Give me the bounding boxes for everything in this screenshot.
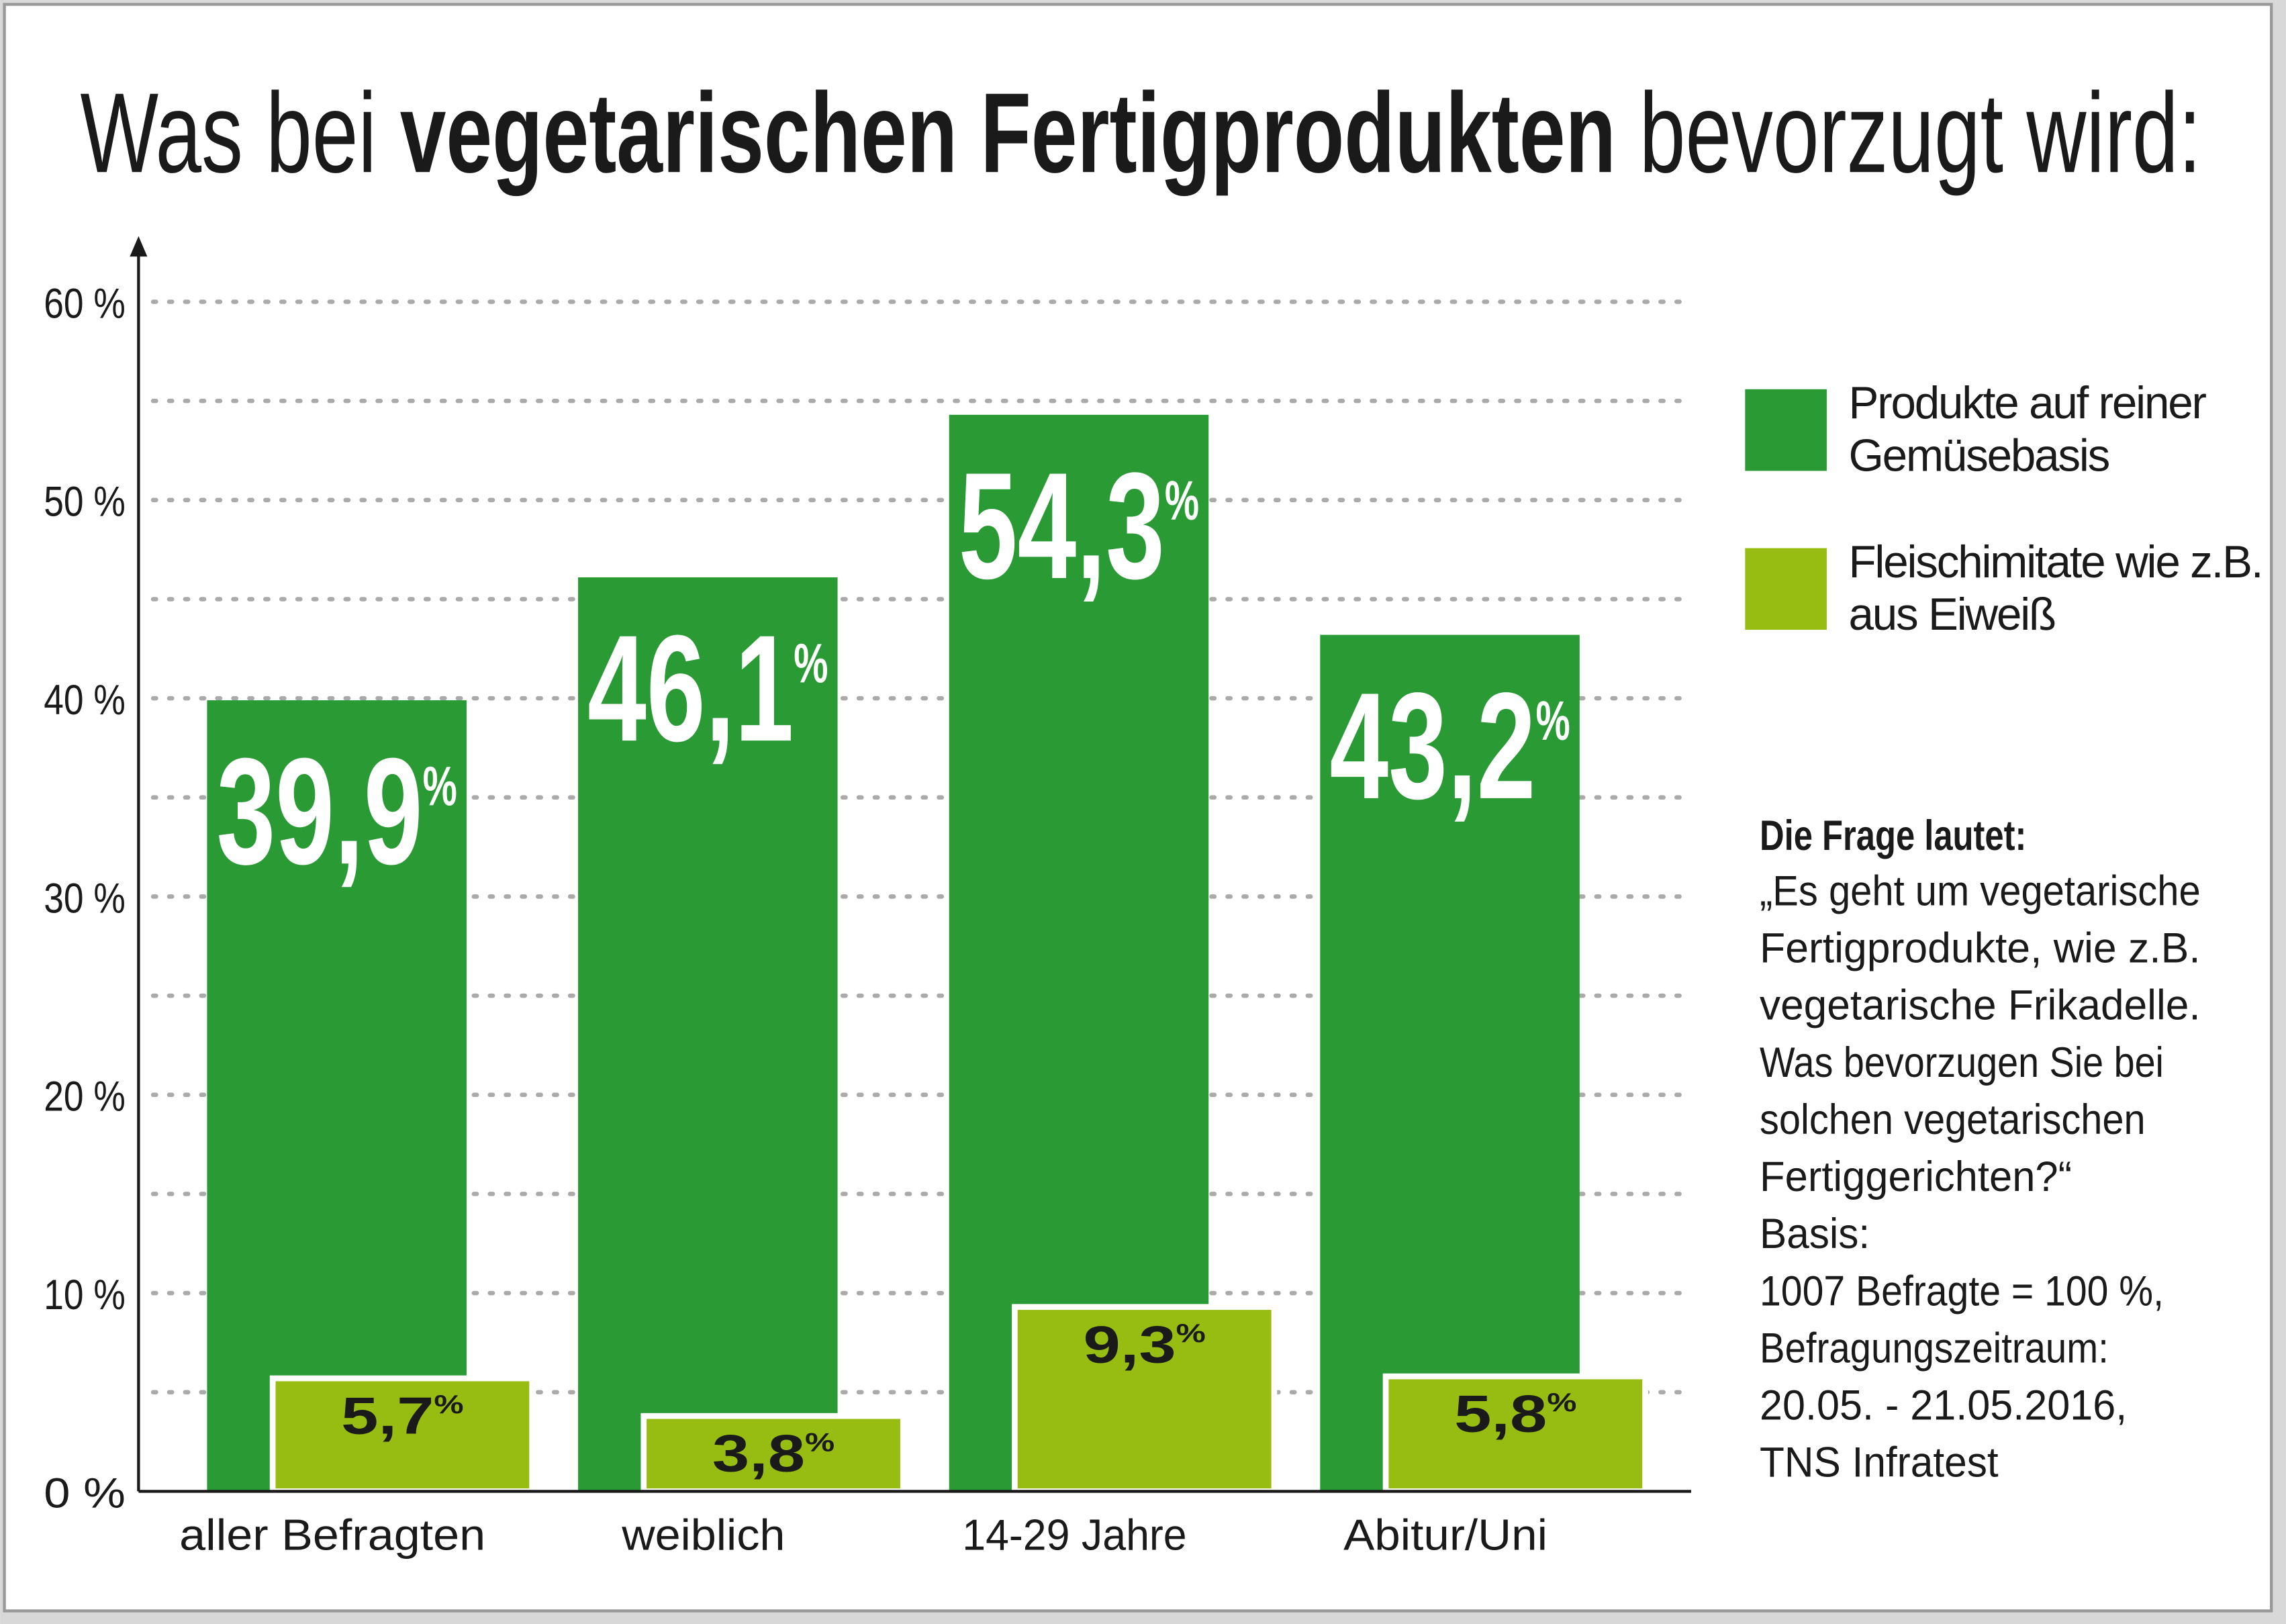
legend-label-box: Produkte auf reiner Gemüsebasis [1848,377,2206,481]
legend-label: Fleischimitate wie z.B. aus Eiweiß [1848,536,2263,640]
value-label: 5,8% [1454,1384,1576,1443]
x-tick-label: aller Befragten [179,1510,485,1559]
legend-swatch [1745,548,1827,630]
x-tick-label: 14-29 Jahre [962,1510,1186,1559]
note-line: 1007 Befragte = 100 %, [1760,1268,2164,1315]
y-tick-label: 10 % [44,1272,126,1319]
note-line: Befragungszeitraum: [1760,1325,2109,1372]
value-label: 39,9% [217,726,457,896]
value-label: 43,2% [1329,661,1570,830]
x-tick-label: Abitur/Uni [1343,1510,1547,1559]
note-line: Fertiggerichten?“ [1760,1153,2072,1200]
note-line: Basis: [1760,1210,1870,1257]
note-line: TNS Infratest [1760,1439,1999,1486]
title-part: vegetarischen Fertigprodukten [400,69,1616,196]
value-label: 3,8% [712,1424,835,1483]
legend-swatch [1745,389,1827,471]
bar [1382,1373,1648,1494]
note-line: vegetarische Frikadelle. [1760,982,2201,1029]
value-label: 54,3% [959,441,1199,610]
y-tick-label: 30 % [44,875,126,922]
bar [1320,634,1580,1492]
y-tick-label: 40 % [44,677,126,724]
legend-label-box: Fleischimitate wie z.B. aus Eiweiß [1848,536,2263,640]
title-part: Was bei [81,69,377,196]
chart-title: Was beivegetarischen Fertigproduktenbevo… [81,69,2201,196]
note-line: 20.05. - 21.05.2016, [1760,1382,2127,1429]
bar [640,1413,906,1494]
y-tick-label: 20 % [44,1073,126,1120]
note-line: Fertigprodukte, wie z.B. [1760,925,2201,972]
bar [207,700,467,1492]
title-part: bevorzugt wird: [1639,69,2201,196]
note-line: solchen vegetarischen [1760,1096,2146,1143]
note-heading: Die Frage lautet: [1760,812,2026,859]
bar [269,1375,536,1494]
note-line: Was bevorzugen Sie bei [1760,1039,2164,1086]
y-tick-label: 50 % [44,479,126,526]
value-label: 5,7% [341,1386,463,1445]
bar [578,577,838,1492]
y-tick-label: 0 % [44,1470,126,1517]
note-line: „Es geht um vegetarische [1760,867,2201,914]
x-tick-label: weiblich [621,1510,785,1559]
y-tick-label: 60 % [44,280,126,327]
value-label: 46,1% [587,604,828,773]
legend-label: Produkte auf reiner Gemüsebasis [1848,377,2206,481]
axis-arrow [130,236,148,257]
value-label: 9,3% [1083,1315,1205,1374]
